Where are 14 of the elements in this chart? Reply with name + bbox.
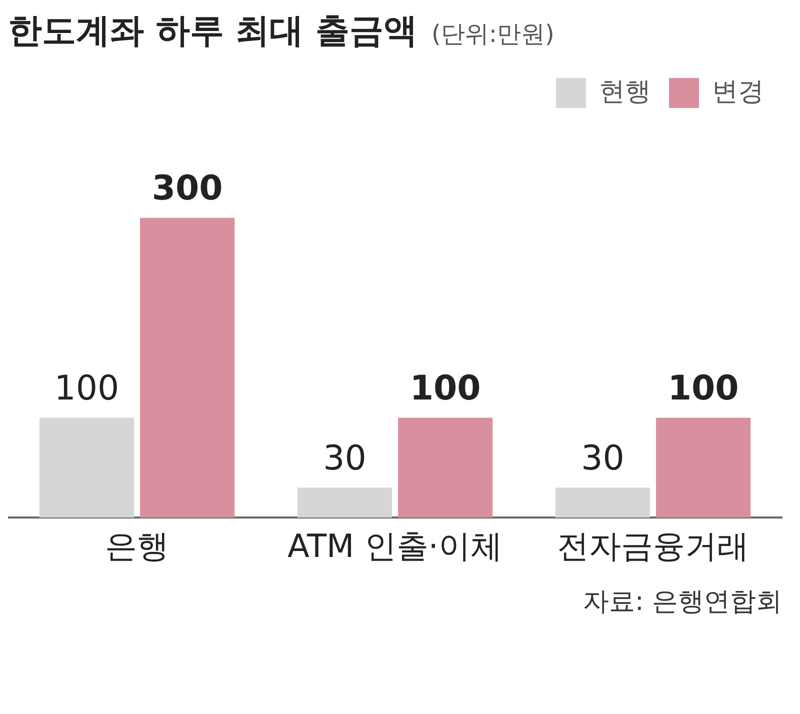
data-label: 300 <box>152 168 223 209</box>
legend-label: 현행 <box>599 76 651 107</box>
data-label: 100 <box>410 368 481 409</box>
legend-label: 변경 <box>712 76 764 107</box>
data-label: 30 <box>323 438 366 478</box>
chart-subtitle: (단위:만원) <box>432 19 554 50</box>
x-tick-label: ATM 인출·이체 <box>288 527 502 566</box>
text: 자료: 은행연합회 <box>582 586 783 619</box>
x-tick-label: 은행 <box>105 527 169 566</box>
data-label: 100 <box>668 368 739 409</box>
x-tick-label: 전자금융거래 <box>557 527 749 566</box>
data-label: 30 <box>581 438 624 478</box>
chart-title: 한도계좌 하루 최대 출금액 <box>8 10 418 53</box>
data-label: 100 <box>54 368 120 409</box>
